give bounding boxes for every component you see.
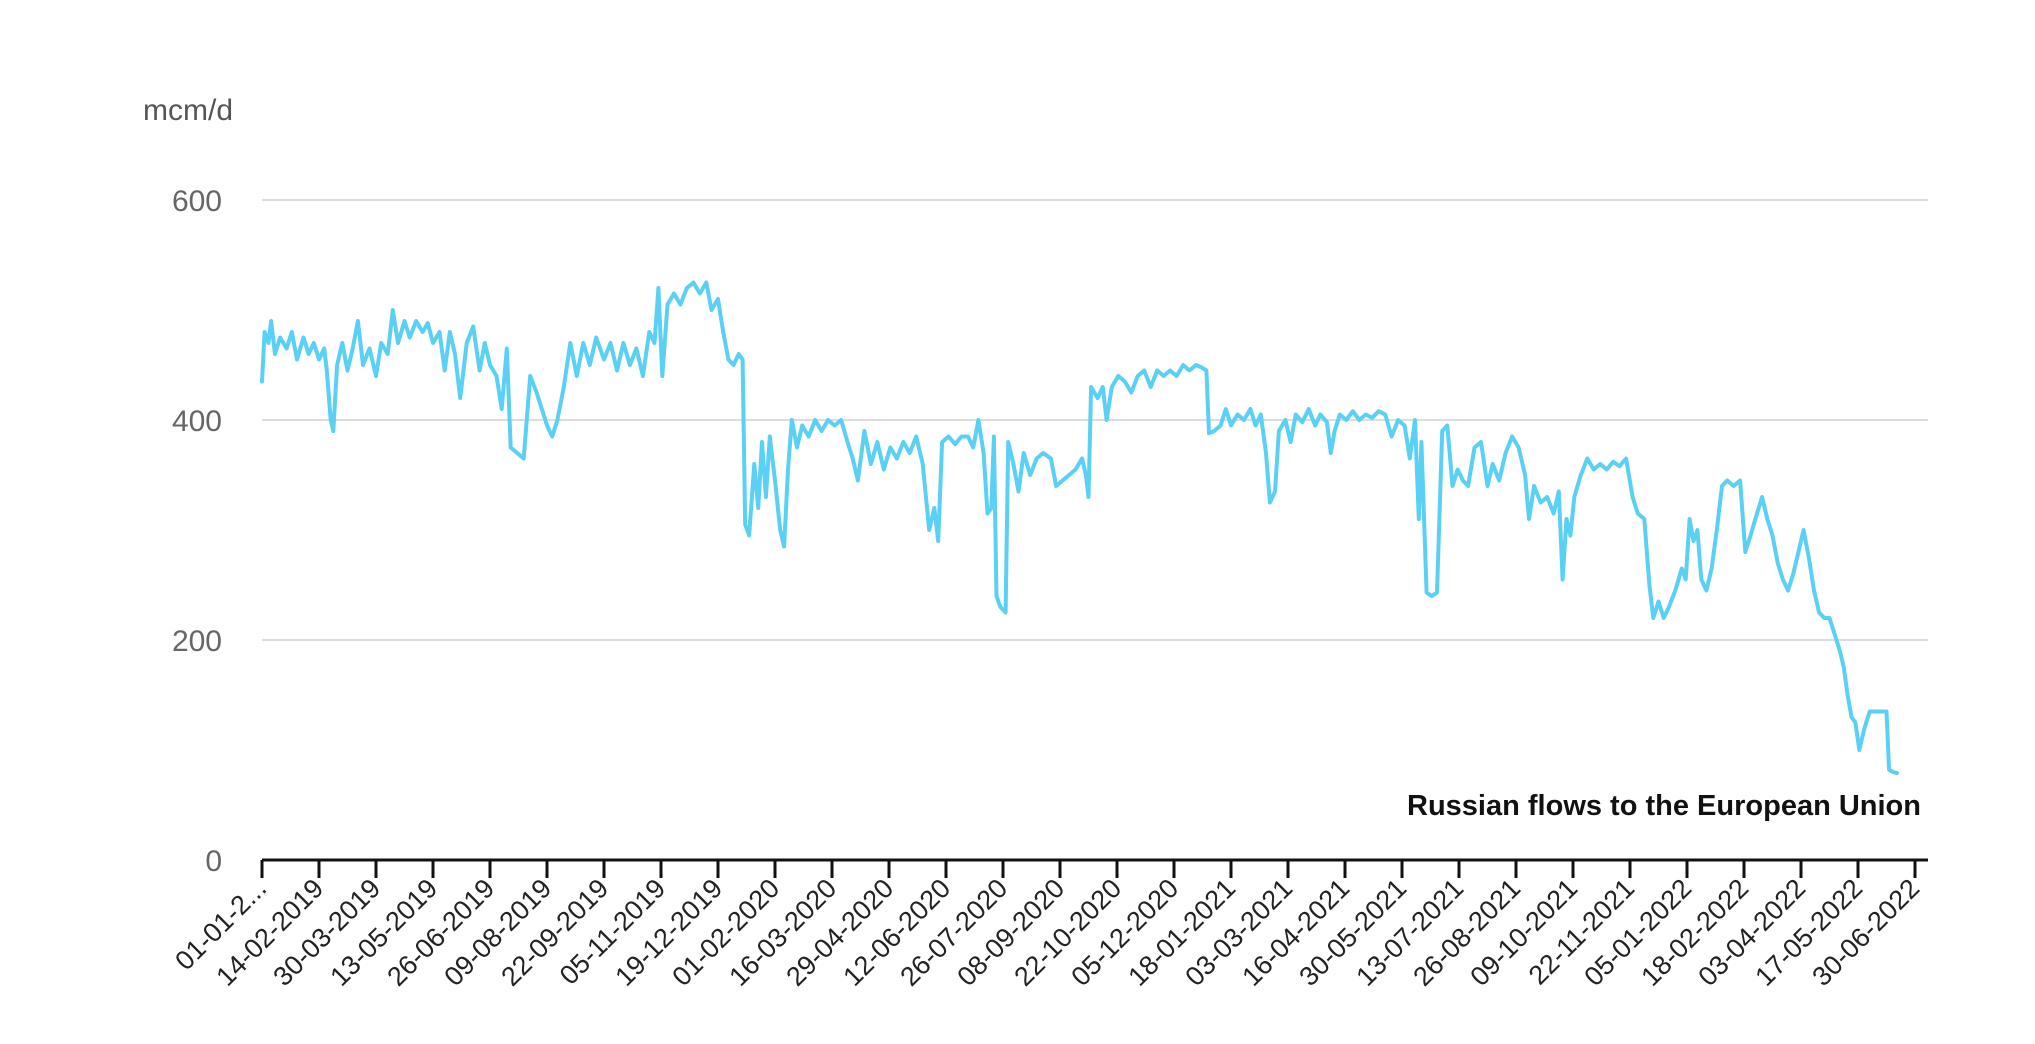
y-axis-tick-labels: 0 200 400 600 — [172, 185, 222, 878]
x-axis-ticks: 01-01-2...14-02-201930-03-201913-05-2019… — [169, 860, 1925, 992]
y-axis-unit-label: mcm/d — [143, 94, 233, 127]
series-line-0 — [260, 280, 1899, 776]
series-label: Russian flows to the European Union — [1407, 790, 1921, 822]
y-tick-label-400: 400 — [172, 405, 222, 438]
y-tick-label-600: 600 — [172, 185, 222, 218]
series-layer — [260, 280, 1899, 776]
y-tick-label-0: 0 — [205, 845, 222, 878]
grid-lines — [262, 199, 1928, 641]
y-tick-label-200: 200 — [172, 625, 222, 658]
